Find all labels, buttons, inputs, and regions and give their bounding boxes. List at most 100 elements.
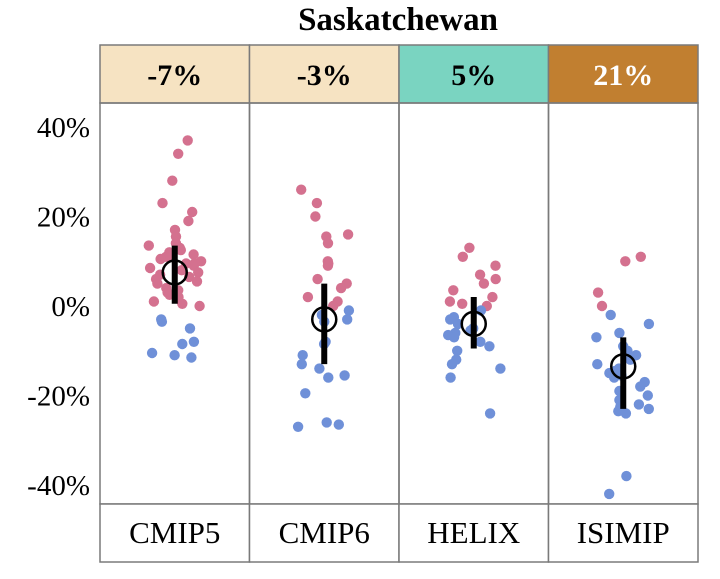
data-point	[156, 316, 168, 327]
panel-model-label: HELIX	[427, 515, 520, 550]
data-point	[448, 332, 460, 343]
data-point	[191, 276, 203, 287]
data-point	[490, 260, 501, 271]
data-point	[169, 350, 180, 361]
panel-header-value: 5%	[451, 59, 496, 92]
data-point	[323, 372, 334, 383]
data-point	[592, 359, 603, 370]
data-point	[457, 251, 468, 262]
data-point	[322, 238, 334, 249]
data-point	[452, 345, 463, 356]
y-tick-label: 40%	[37, 112, 90, 144]
data-point	[643, 318, 655, 330]
data-point	[342, 229, 354, 240]
panel-cmip6: -3% CMIP6	[248, 44, 400, 563]
data-point	[152, 278, 163, 289]
data-point	[633, 399, 645, 410]
panel-header-box	[398, 44, 550, 104]
data-point	[591, 332, 602, 343]
panel-header-value: -7%	[147, 59, 202, 92]
data-point	[311, 197, 323, 209]
panel-model-label: ISIMIP	[577, 515, 670, 550]
data-point	[183, 215, 194, 227]
data-point	[148, 296, 160, 307]
data-point	[182, 135, 193, 146]
data-point	[444, 296, 456, 307]
data-point	[194, 300, 205, 312]
data-point	[614, 327, 625, 339]
y-tick-label: -40%	[27, 470, 90, 502]
data-point	[188, 249, 199, 260]
data-point	[173, 148, 184, 159]
y-tick-label: 0%	[51, 291, 90, 323]
data-point	[296, 359, 307, 370]
data-point	[187, 206, 198, 218]
data-point	[155, 253, 166, 265]
data-point	[188, 336, 200, 347]
data-point	[314, 363, 325, 374]
panel-footer-box	[248, 503, 400, 563]
data-point	[144, 262, 156, 274]
panel-helix: 5% HELIX	[398, 44, 550, 563]
data-point	[186, 352, 197, 363]
panel-header-value: 21%	[593, 59, 653, 92]
data-point	[620, 408, 632, 419]
data-point	[457, 298, 468, 309]
panel-cmip5: -7% CMIP5	[99, 44, 251, 563]
mean-marker	[610, 353, 637, 380]
data-point	[621, 470, 632, 482]
panel-header-value: -3%	[297, 59, 352, 92]
data-point	[609, 372, 620, 383]
data-point	[635, 381, 646, 392]
data-point	[292, 421, 304, 432]
data-point	[310, 211, 321, 222]
data-point	[478, 278, 490, 289]
data-point	[625, 354, 636, 365]
data-point	[604, 488, 615, 500]
panel-model-label: CMIP6	[279, 515, 370, 550]
data-point	[487, 291, 498, 303]
data-point	[175, 244, 186, 256]
mean-marker	[161, 259, 188, 286]
panel-model-label: CMIP5	[129, 515, 220, 550]
data-point	[596, 300, 608, 312]
panel-footer-box	[547, 503, 699, 563]
panels-layer: -7% CMIP5 -3% CMIP6 5% HELIX 21% ISIMIP	[99, 44, 699, 563]
data-point	[300, 388, 311, 399]
data-point	[495, 363, 506, 374]
data-point	[157, 197, 168, 209]
panel-header-box	[99, 44, 251, 104]
data-point	[296, 184, 307, 195]
data-point	[146, 347, 158, 359]
data-point	[342, 314, 353, 325]
data-point	[642, 390, 653, 401]
y-axis: 40% 20% 0% -20% -40%	[27, 112, 90, 502]
data-point	[322, 260, 334, 271]
data-point	[333, 419, 344, 430]
data-point	[143, 240, 154, 251]
data-point	[452, 318, 464, 330]
data-point	[343, 305, 355, 316]
data-point	[321, 417, 332, 428]
data-point	[445, 372, 456, 383]
data-point	[635, 251, 646, 262]
data-point	[445, 314, 456, 325]
data-point	[464, 242, 475, 253]
panel-plot-frame	[547, 102, 699, 505]
data-point	[335, 282, 347, 294]
data-point	[605, 309, 616, 321]
data-point	[475, 336, 486, 347]
panel-footer-box	[99, 503, 251, 563]
data-point	[177, 338, 188, 350]
data-point	[297, 350, 308, 361]
data-point	[339, 370, 350, 381]
y-tick-label: 20%	[37, 202, 90, 234]
mean-marker	[460, 310, 487, 338]
chart-title: Saskatchewan	[298, 2, 498, 38]
mean-marker	[311, 306, 338, 333]
data-point	[302, 291, 314, 303]
data-point	[643, 403, 654, 415]
data-point	[184, 323, 196, 334]
data-point	[446, 359, 458, 370]
